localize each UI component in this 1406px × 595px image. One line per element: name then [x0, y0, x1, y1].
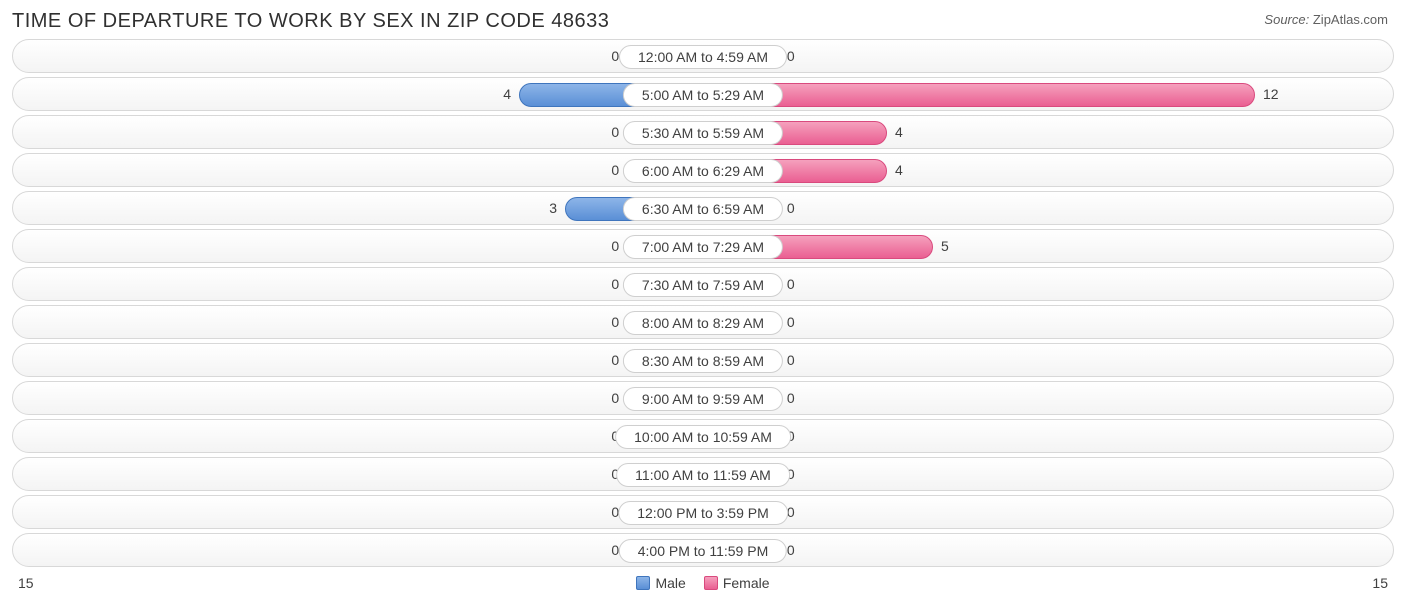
- male-swatch-icon: [636, 576, 650, 590]
- chart-footer: 15 Male Female 15: [12, 571, 1394, 595]
- male-value: 4: [503, 78, 511, 110]
- category-label: 5:00 AM to 5:29 AM: [623, 83, 783, 107]
- female-value: 4: [895, 154, 903, 186]
- category-label: 5:30 AM to 5:59 AM: [623, 121, 783, 145]
- female-value: 0: [787, 496, 795, 528]
- chart-row: 0 5 7:00 AM to 7:29 AM: [12, 229, 1394, 263]
- male-value: 0: [611, 40, 619, 72]
- diverging-bar-chart: 0012:00 AM to 4:59 AM4125:00 AM to 5:29 …: [12, 39, 1394, 567]
- category-label: 12:00 PM to 3:59 PM: [618, 501, 788, 525]
- male-value: 3: [549, 192, 557, 224]
- category-label: 11:00 AM to 11:59 AM: [616, 463, 790, 487]
- chart-row: 0 4 6:00 AM to 6:29 AM: [12, 153, 1394, 187]
- source-attribution: Source: ZipAtlas.com: [1264, 12, 1388, 27]
- female-value: 0: [787, 192, 795, 224]
- source-label: Source:: [1264, 12, 1309, 27]
- chart-row: 4 12 5:00 AM to 5:29 AM: [12, 77, 1394, 111]
- female-value: 0: [787, 382, 795, 414]
- legend-item-male: Male: [636, 575, 685, 591]
- female-value: 5: [941, 230, 949, 262]
- female-swatch-icon: [704, 576, 718, 590]
- category-label: 7:30 AM to 7:59 AM: [623, 273, 783, 297]
- axis-max-right: 15: [1372, 575, 1388, 591]
- female-value: 0: [787, 268, 795, 300]
- category-label: 6:00 AM to 6:29 AM: [623, 159, 783, 183]
- male-value: 0: [611, 116, 619, 148]
- category-label: 9:00 AM to 9:59 AM: [623, 387, 783, 411]
- chart-row: 0 08:30 AM to 8:59 AM: [12, 343, 1394, 377]
- male-value: 0: [611, 154, 619, 186]
- legend-item-female: Female: [704, 575, 770, 591]
- male-value: 0: [611, 382, 619, 414]
- chart-row: 0 08:00 AM to 8:29 AM: [12, 305, 1394, 339]
- category-label: 10:00 AM to 10:59 AM: [615, 425, 791, 449]
- category-label: 6:30 AM to 6:59 AM: [623, 197, 783, 221]
- chart-container: TIME OF DEPARTURE TO WORK BY SEX IN ZIP …: [0, 0, 1406, 594]
- male-value: 0: [611, 306, 619, 338]
- chart-title: TIME OF DEPARTURE TO WORK BY SEX IN ZIP …: [12, 10, 1394, 33]
- chart-row: 0 012:00 AM to 4:59 AM: [12, 39, 1394, 73]
- legend: Male Female: [636, 575, 769, 591]
- female-value: 0: [787, 40, 795, 72]
- category-label: 7:00 AM to 7:29 AM: [623, 235, 783, 259]
- category-label: 12:00 AM to 4:59 AM: [619, 45, 787, 69]
- male-value: 0: [611, 268, 619, 300]
- female-value: 0: [787, 534, 795, 566]
- category-label: 4:00 PM to 11:59 PM: [619, 539, 787, 563]
- chart-row: 004:00 PM to 11:59 PM: [12, 533, 1394, 567]
- category-label: 8:00 AM to 8:29 AM: [623, 311, 783, 335]
- chart-row: 0011:00 AM to 11:59 AM: [12, 457, 1394, 491]
- axis-max-left: 15: [18, 575, 34, 591]
- chart-row: 3 06:30 AM to 6:59 AM: [12, 191, 1394, 225]
- chart-row: 0 07:30 AM to 7:59 AM: [12, 267, 1394, 301]
- male-value: 0: [611, 344, 619, 376]
- chart-row: 0012:00 PM to 3:59 PM: [12, 495, 1394, 529]
- female-bar: [703, 83, 1255, 107]
- female-value: 12: [1263, 78, 1279, 110]
- chart-row: 0 4 5:30 AM to 5:59 AM: [12, 115, 1394, 149]
- legend-female-label: Female: [723, 575, 770, 591]
- source-value: ZipAtlas.com: [1313, 12, 1388, 27]
- male-value: 0: [611, 230, 619, 262]
- category-label: 8:30 AM to 8:59 AM: [623, 349, 783, 373]
- legend-male-label: Male: [655, 575, 685, 591]
- chart-row: 0 09:00 AM to 9:59 AM: [12, 381, 1394, 415]
- female-value: 4: [895, 116, 903, 148]
- chart-row: 0010:00 AM to 10:59 AM: [12, 419, 1394, 453]
- female-value: 0: [787, 306, 795, 338]
- female-value: 0: [787, 344, 795, 376]
